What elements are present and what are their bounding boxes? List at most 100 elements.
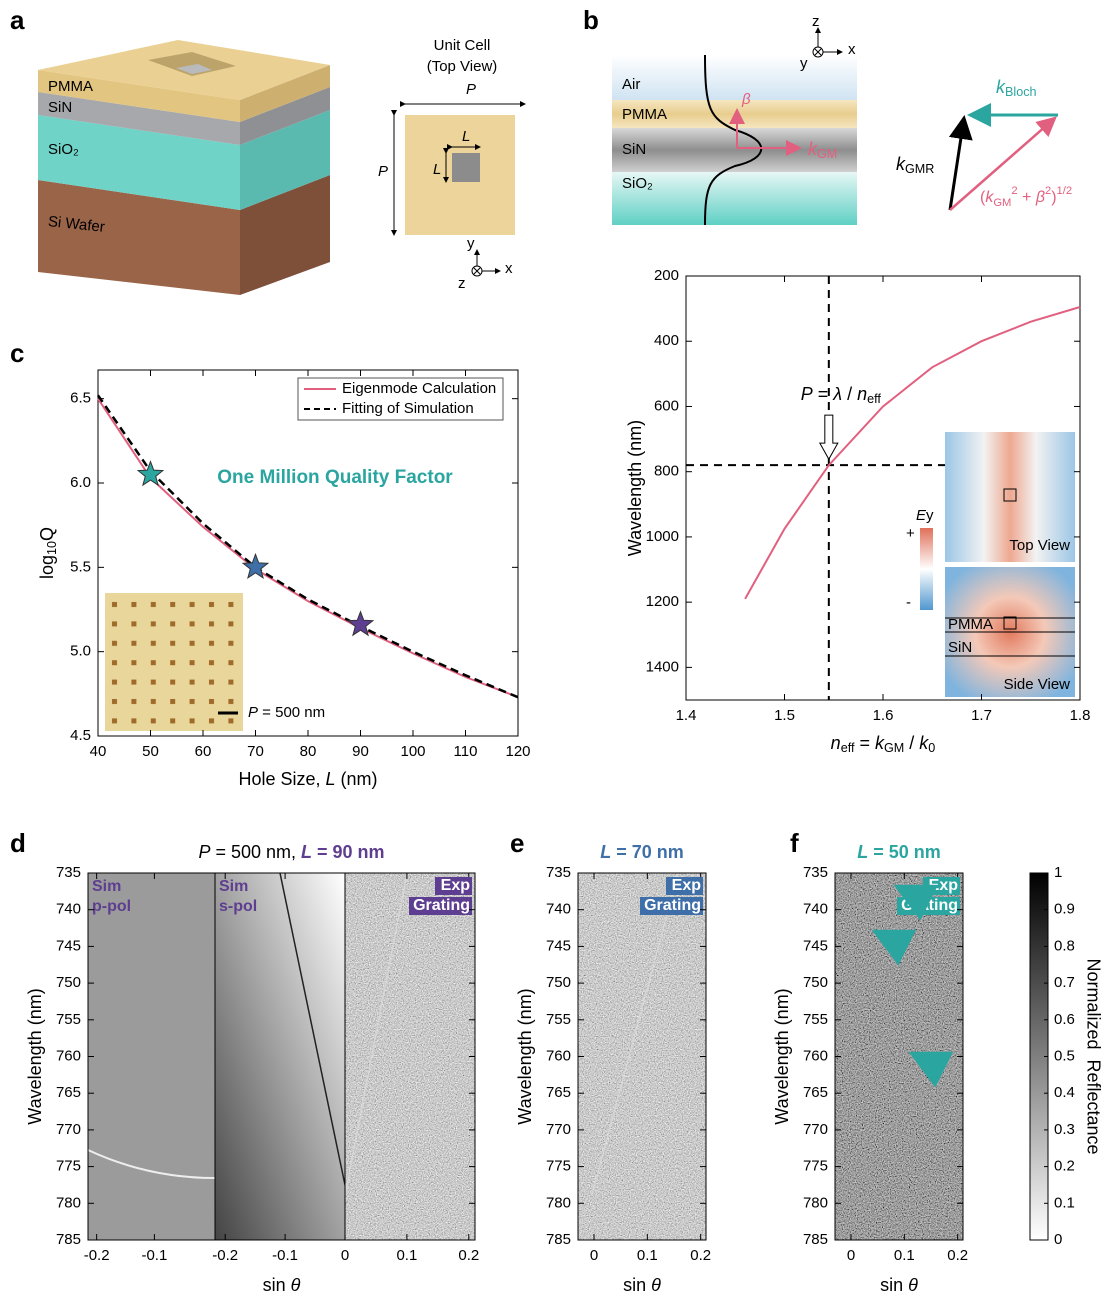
x-tick-label: -0.1 — [272, 1247, 298, 1264]
subplot-title-part: L — [600, 842, 611, 862]
y-axis-label: Wavelength (nm) — [625, 420, 645, 556]
dim-label: P — [466, 81, 476, 98]
axes-glyph — [472, 250, 500, 276]
y-tick-label: 740 — [56, 901, 81, 918]
layer-label: PMMA — [948, 616, 993, 633]
x-tick-label: 1.8 — [1070, 707, 1091, 724]
y-tick-label: 780 — [56, 1194, 81, 1211]
subplot-title: L = 50 nm — [857, 842, 941, 862]
colorbar-tick-label: 0.6 — [1054, 1011, 1075, 1028]
y-tick-label: 765 — [803, 1084, 828, 1101]
y-tick-label: 740 — [546, 901, 571, 918]
y-tick-label: 780 — [803, 1194, 828, 1211]
y-tick-label: 770 — [803, 1121, 828, 1138]
axis-glyph-label: z — [812, 13, 820, 30]
beta-label-part: β — [741, 91, 751, 108]
x-axis-label-part: 0 — [928, 741, 935, 755]
y-tick-label: 775 — [803, 1158, 828, 1175]
colorbar-tick-label: 1 — [1054, 864, 1062, 881]
x-tick-label: 0.2 — [458, 1247, 479, 1264]
sum-label-part: + — [1018, 189, 1036, 206]
layer-label: SiO₂ — [622, 175, 653, 192]
y-tick-label: 6.5 — [70, 390, 91, 407]
y-axis-label: Wavelength (nm) — [515, 988, 535, 1124]
figure: a b c d e f PMMA SiN SiO₂ Si Wafer Unit … — [0, 0, 1112, 1300]
y-tick-label: 785 — [56, 1231, 81, 1248]
legend-label: Eigenmode Calculation — [342, 380, 496, 397]
kgmr-label-part: GMR — [905, 162, 934, 176]
x-tick-label: -0.1 — [141, 1247, 167, 1264]
annotation-part: P — [801, 384, 813, 404]
x-tick-label: 70 — [247, 743, 264, 760]
beta-label: β — [741, 91, 751, 108]
subpanel-label: Exp — [929, 877, 959, 894]
annotation-part: eff — [867, 392, 881, 406]
unit-cell-title: Unit Cell — [434, 37, 491, 54]
x-tick-label: 1.7 — [971, 707, 992, 724]
field-label-part: y — [926, 507, 934, 524]
heatmap-image — [215, 873, 345, 1240]
kgmr-label: kGMR — [896, 154, 934, 177]
y-tick-label: 750 — [546, 974, 571, 991]
annotation-part: = — [813, 384, 834, 404]
y-tick-label: 780 — [546, 1194, 571, 1211]
layer-label: SiN — [622, 141, 646, 158]
heatmap-image — [578, 873, 706, 1240]
y-tick-label: 6.0 — [70, 474, 91, 491]
x-tick-label: 1.4 — [676, 707, 697, 724]
kbloch-label-part: Bloch — [1005, 85, 1037, 99]
x-axis-label-part: sin — [263, 1275, 291, 1295]
y-axis-label: Wavelength (nm) — [772, 988, 792, 1124]
unit-cell-title: (Top View) — [427, 58, 498, 75]
y-tick-label: 800 — [654, 463, 679, 480]
layer-label: SiO₂ — [48, 141, 79, 158]
x-tick-label: 100 — [400, 743, 425, 760]
colorbar-tick-label: 0.8 — [1054, 937, 1075, 954]
y-axis-label-part: Wavelength (nm) — [625, 420, 645, 556]
view-label: Side View — [1004, 676, 1071, 693]
x-axis-label-part: GM — [884, 741, 904, 755]
y-axis-label-part: Wavelength (nm) — [772, 988, 792, 1124]
colorbar-tick-label: 0.2 — [1054, 1158, 1075, 1175]
annotation-part: λ — [832, 384, 842, 404]
subplot-title-part: L — [301, 842, 312, 862]
page: a b c d e f PMMA SiN SiO₂ Si Wafer Unit … — [0, 0, 1112, 1300]
y-tick-label: 750 — [56, 974, 81, 991]
axis-glyph-label: z — [458, 275, 466, 292]
y-tick-label: 735 — [546, 864, 571, 881]
y-tick-label: 760 — [56, 1047, 81, 1064]
sum-label-part: β — [1035, 189, 1045, 206]
subpanel-label: Grating — [901, 897, 958, 914]
y-tick-label: 5.5 — [70, 558, 91, 575]
colorbar-tick-label: 0 — [1054, 1231, 1062, 1248]
x-axis-label: sin θ — [263, 1275, 301, 1295]
x-axis-label-part: sin — [623, 1275, 651, 1295]
x-axis-label: neff = kGM / k0 — [831, 733, 936, 756]
inset-label-part: = 500 nm — [258, 704, 325, 721]
annotation: One Million Quality Factor — [217, 467, 453, 488]
panel-letter: c — [10, 338, 24, 368]
x-tick-label: 0.1 — [894, 1247, 915, 1264]
x-tick-label: 90 — [352, 743, 369, 760]
y-axis-label-part: Wavelength (nm) — [25, 988, 45, 1124]
colorbar-tick-label: 0.9 — [1054, 901, 1075, 918]
panel-letter: e — [510, 828, 524, 858]
x-tick-label: 1.6 — [873, 707, 894, 724]
view-label: Top View — [1009, 537, 1070, 554]
x-tick-label: 0.2 — [690, 1247, 711, 1264]
y-tick-label: 760 — [803, 1047, 828, 1064]
dim-label: L — [433, 161, 441, 178]
x-tick-label: 0 — [847, 1247, 855, 1264]
colorbar-label: + — [906, 525, 915, 542]
inset-label-part: P — [248, 704, 258, 721]
x-axis-label-part: θ — [651, 1275, 661, 1295]
y-axis-label-part: 10 — [45, 541, 59, 555]
y-tick-label: 755 — [56, 1011, 81, 1028]
x-tick-label: 120 — [505, 743, 530, 760]
layer-label: Air — [622, 76, 640, 93]
x-axis-label: Hole Size, L (nm) — [238, 769, 377, 789]
layer-label: PMMA — [622, 106, 667, 123]
sem-holes — [105, 593, 243, 731]
x-axis-label-part: Hole Size, — [238, 769, 325, 789]
y-tick-label: 745 — [803, 937, 828, 954]
